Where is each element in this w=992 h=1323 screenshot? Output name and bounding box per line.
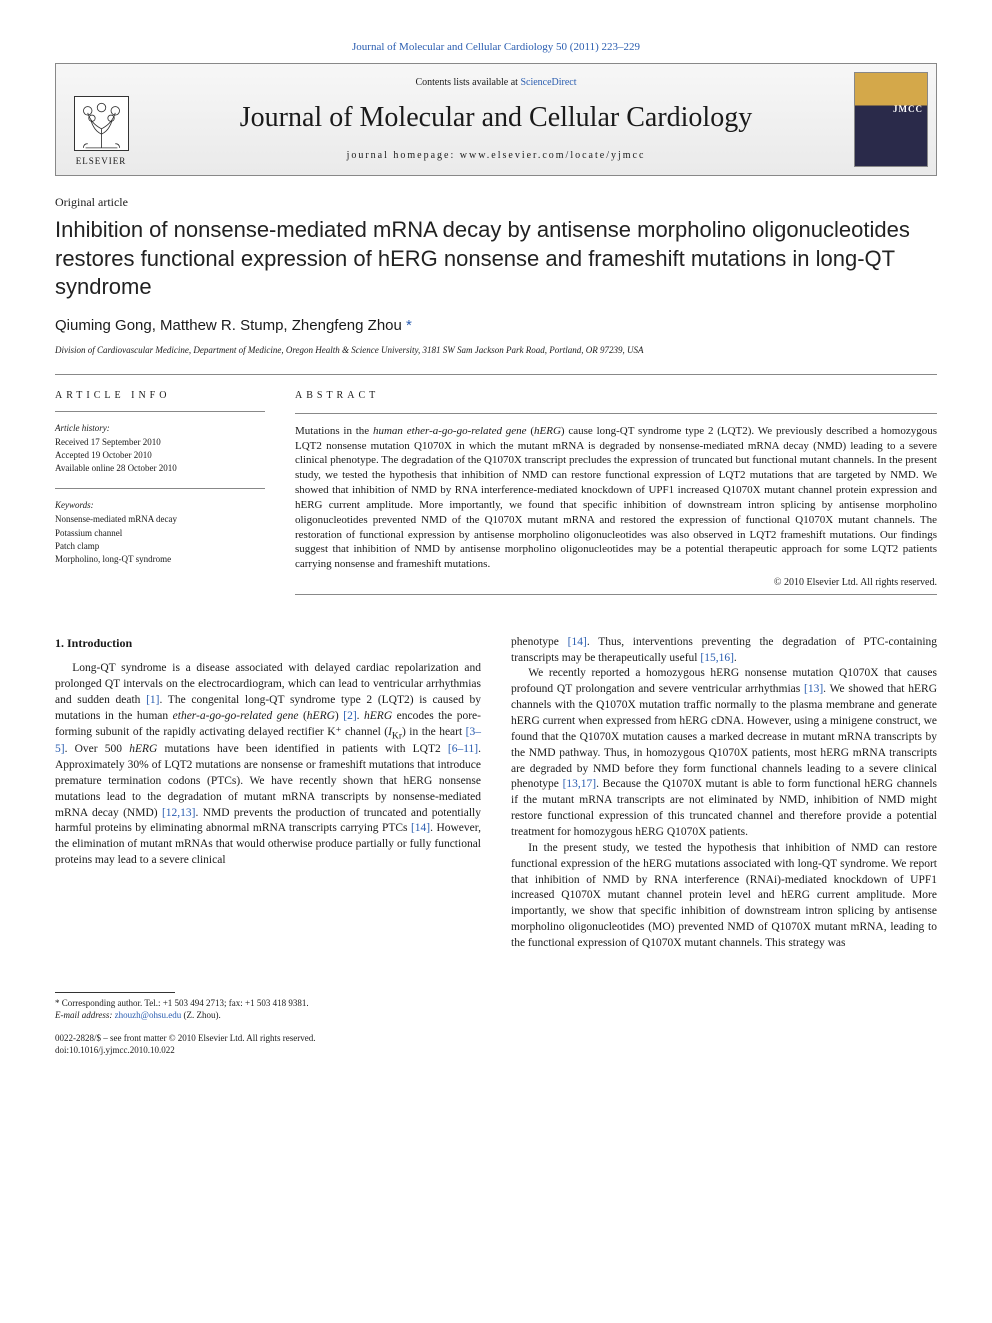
corr-author-contact: * Corresponding author. Tel.: +1 503 494… [55,997,481,1010]
citation-link[interactable]: [2] [343,710,356,722]
abstract-bottom-rule [295,594,937,595]
citation-link[interactable]: [14] [568,636,587,648]
info-abstract-row: ARTICLE INFO Article history: Received 1… [55,389,937,594]
footer: * Corresponding author. Tel.: +1 503 494… [55,992,937,1056]
body-columns: 1. Introduction Long-QT syndrome is a di… [55,635,937,952]
email-link[interactable]: zhouzh@ohsu.edu [115,1010,182,1020]
article-title: Inhibition of nonsense-mediated mRNA dec… [55,216,937,302]
article-history: Article history: Received 17 September 2… [55,422,265,475]
journal-name: Journal of Molecular and Cellular Cardio… [240,99,752,137]
footnote-rule [55,992,175,993]
history-online: Available online 28 October 2010 [55,462,265,474]
journal-header: ELSEVIER Contents lists available at Sci… [55,63,937,176]
publisher-logo-block: ELSEVIER [56,64,146,175]
keyword: Morpholino, long-QT syndrome [55,553,265,565]
article-info-sidebar: ARTICLE INFO Article history: Received 1… [55,389,265,594]
body-left-column: 1. Introduction Long-QT syndrome is a di… [55,635,481,952]
citation-link[interactable]: [15,16] [700,652,734,664]
copyright: © 2010 Elsevier Ltd. All rights reserved… [295,576,937,590]
keyword: Potassium channel [55,527,265,539]
corresponding-author-footnote: * Corresponding author. Tel.: +1 503 494… [55,997,481,1022]
sidebar-rule-2 [55,488,265,489]
doi-line: doi:10.1016/j.yjmcc.2010.10.022 [55,1044,481,1056]
abstract-label: ABSTRACT [295,389,937,403]
history-received: Received 17 September 2010 [55,436,265,448]
citation-link[interactable]: [14] [411,822,430,834]
cover-thumbnail [846,64,936,175]
citation-link[interactable]: [13,17] [563,778,597,790]
publisher-name: ELSEVIER [76,155,127,167]
citation-link[interactable]: [6–11] [448,743,478,755]
journal-homepage: journal homepage: www.elsevier.com/locat… [347,149,646,163]
abstract-text: Mutations in the human ether-a-go-go-rel… [295,424,937,572]
keywords-label: Keywords: [55,499,265,511]
affiliation: Division of Cardiovascular Medicine, Dep… [55,344,937,356]
doi-block: 0022-2828/$ – see front matter © 2010 El… [55,1032,481,1056]
sidebar-rule-1 [55,411,265,412]
contents-line: Contents lists available at ScienceDirec… [415,76,576,90]
keyword: Nonsense-mediated mRNA decay [55,513,265,525]
top-citation-link[interactable]: Journal of Molecular and Cellular Cardio… [352,41,640,53]
sciencedirect-link[interactable]: ScienceDirect [520,77,576,88]
issn-line: 0022-2828/$ – see front matter © 2010 El… [55,1032,481,1044]
citation-link[interactable]: [1] [146,694,159,706]
cover-image [854,72,928,167]
intro-heading: 1. Introduction [55,635,481,652]
separator-rule [55,374,937,375]
intro-para-3: In the present study, we tested the hypo… [511,841,937,952]
elsevier-tree-icon [74,96,129,151]
top-citation: Journal of Molecular and Cellular Cardio… [55,40,937,55]
abstract-top-rule [295,413,937,414]
intro-para-1: Long-QT syndrome is a disease associated… [55,661,481,869]
article-type: Original article [55,194,937,210]
keywords-block: Keywords: Nonsense-mediated mRNA decay P… [55,499,265,565]
header-center: Contents lists available at ScienceDirec… [146,64,846,175]
abstract-column: ABSTRACT Mutations in the human ether-a-… [295,389,937,594]
citation-link[interactable]: [12,13] [162,807,196,819]
article-info-label: ARTICLE INFO [55,389,265,403]
email-line: E-mail address: zhouzh@ohsu.edu (Z. Zhou… [55,1009,481,1022]
email-label: E-mail address: [55,1010,115,1020]
keyword: Patch clamp [55,540,265,552]
contents-prefix: Contents lists available at [415,77,520,88]
corresponding-author-link[interactable]: * [406,317,412,334]
authors-text: Qiuming Gong, Matthew R. Stump, Zhengfen… [55,317,406,334]
citation-link[interactable]: [13] [804,683,823,695]
author-list: Qiuming Gong, Matthew R. Stump, Zhengfen… [55,316,937,336]
intro-para-2: We recently reported a homozygous hERG n… [511,666,937,840]
history-accepted: Accepted 19 October 2010 [55,449,265,461]
body-right-column: phenotype [14]. Thus, interventions prev… [511,635,937,952]
history-label: Article history: [55,422,265,434]
intro-para-1-cont: phenotype [14]. Thus, interventions prev… [511,635,937,667]
email-suffix: (Z. Zhou). [181,1010,221,1020]
